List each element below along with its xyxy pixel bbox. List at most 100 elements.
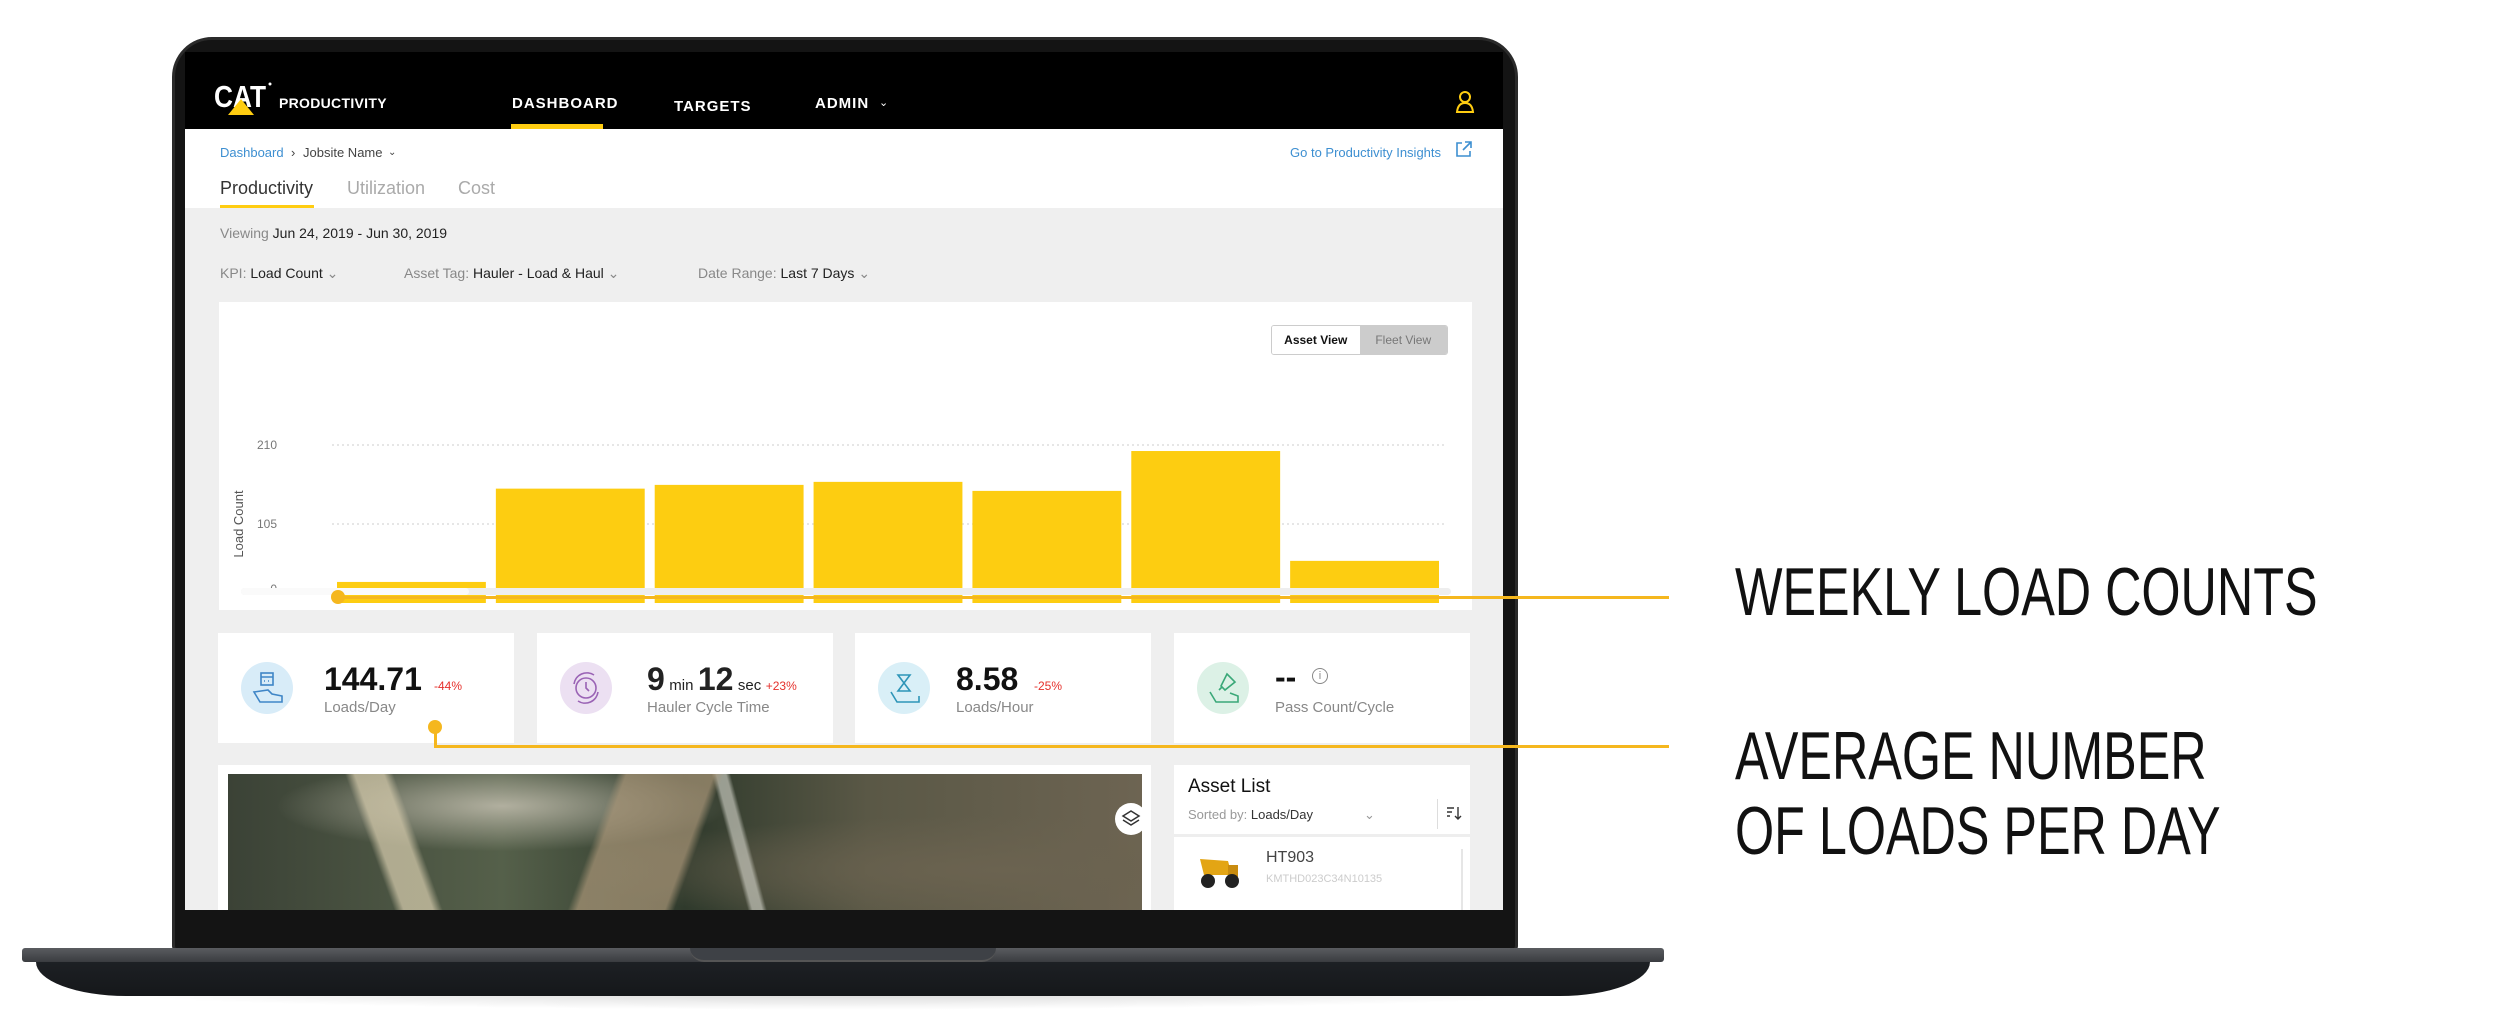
page-header <box>185 129 1503 208</box>
map-card <box>218 765 1151 910</box>
date-range-filter[interactable]: Date Range: Last 7 Days ⌄ <box>698 265 870 282</box>
kpi-value: 9 min 12 sec +23% <box>647 661 797 698</box>
divider <box>1174 834 1470 837</box>
asset-serial: KMTHD023C34N10135 <box>1266 873 1383 885</box>
active-tab-indicator <box>220 205 314 208</box>
asset-tag-filter[interactable]: Asset Tag: Hauler - Load & Haul ⌄ <box>404 265 619 282</box>
kpi-value: 8.58 <box>956 661 1019 697</box>
seconds-unit: sec <box>737 677 762 694</box>
pass-count-icon <box>1197 662 1249 714</box>
kpi-value: -- <box>1275 659 1297 695</box>
filter-label: Date Range: <box>698 265 777 281</box>
nav-targets[interactable]: TARGETS <box>674 98 752 115</box>
loads-hour-icon <box>878 662 930 714</box>
kpi-card-pass-count[interactable]: -- i Pass Count/Cycle <box>1174 633 1470 743</box>
divider <box>1437 799 1438 829</box>
info-icon[interactable]: i <box>1312 668 1328 684</box>
app-screen: CAT PRODUCTIVITY DASHBOARD TARGETS ADMIN… <box>185 52 1503 910</box>
kpi-label: Hauler Cycle Time <box>647 699 770 716</box>
haul-truck-icon <box>1198 853 1242 896</box>
asset-view-button[interactable]: Asset View <box>1272 326 1360 354</box>
user-icon[interactable] <box>1455 90 1475 119</box>
bar <box>654 484 804 603</box>
laptop-base <box>22 948 1664 998</box>
callout-line-average <box>434 726 437 747</box>
minutes-value: 9 <box>647 661 665 697</box>
kpi-card-loads-day[interactable]: 144.71 -44% Loads/Day <box>218 633 514 743</box>
list-scrollbar[interactable] <box>1461 849 1463 910</box>
callout-dot <box>331 590 345 604</box>
chevron-down-icon: ⌄ <box>326 265 339 281</box>
filter-value: Hauler - Load & Haul <box>473 265 604 281</box>
asset-list-item[interactable]: HT903 KMTHD023C34N10135 <box>1174 837 1470 910</box>
kpi-card-loads-hour[interactable]: 8.58 -25% Loads/Hour <box>855 633 1151 743</box>
kpi-label: Pass Count/Cycle <box>1275 699 1395 716</box>
layers-icon <box>1121 810 1141 826</box>
chart-card: Asset View Fleet View 0105210June 24, 20… <box>219 302 1472 610</box>
breadcrumb-separator: › <box>291 145 296 160</box>
bar <box>495 488 645 603</box>
annotation-loads-per-day: OF LOADS PER DAY <box>1735 793 2221 869</box>
bar <box>813 481 963 603</box>
chevron-down-icon: ⌄ <box>1364 807 1375 822</box>
kpi-filter[interactable]: KPI: Load Count ⌄ <box>220 265 338 282</box>
sort-order-icon[interactable] <box>1446 805 1462 826</box>
active-nav-indicator <box>511 124 603 129</box>
callout-line-weekly <box>337 596 1669 599</box>
view-toggle: Asset View Fleet View <box>1271 325 1448 355</box>
asset-list-panel: Asset List Sorted by: Loads/Day ⌄ HT903 K… <box>1174 765 1470 910</box>
top-navbar: CAT PRODUCTIVITY DASHBOARD TARGETS ADMIN… <box>185 52 1503 129</box>
sort-value: Loads/Day <box>1250 807 1314 822</box>
nav-admin[interactable]: ADMIN <box>815 95 870 112</box>
fleet-view-button[interactable]: Fleet View <box>1359 326 1447 354</box>
tab-cost[interactable]: Cost <box>458 178 496 198</box>
kpi-delta: -44% <box>434 679 463 693</box>
app-name: PRODUCTIVITY <box>279 95 387 111</box>
breadcrumb-dashboard[interactable]: Dashboard <box>220 145 284 160</box>
kpi-card-cycle-time[interactable]: 9 min 12 sec +23% Hauler Cycle Time <box>537 633 833 743</box>
chevron-down-icon: ⌄ <box>879 97 889 109</box>
minutes-unit: min <box>669 677 694 694</box>
kpi-label: Loads/Hour <box>956 699 1034 716</box>
filter-value: Load Count <box>250 265 323 281</box>
chevron-down-icon: ⌄ <box>858 265 871 281</box>
callout-line-average <box>434 745 1669 748</box>
callout-dot <box>428 720 442 734</box>
annotation-average-number: AVERAGE NUMBER <box>1735 718 2207 794</box>
bar <box>1131 451 1281 603</box>
tab-productivity[interactable]: Productivity <box>220 178 314 198</box>
filter-label: Asset Tag: <box>404 265 470 281</box>
layers-button[interactable] <box>1115 803 1147 835</box>
viewing-label: Viewing <box>220 225 269 241</box>
kpi-value: 144.71 <box>324 661 422 697</box>
satellite-map[interactable] <box>228 774 1142 910</box>
chart-scrollbar[interactable] <box>241 588 1451 595</box>
productivity-insights-link[interactable]: Go to Productivity Insights <box>1290 145 1442 160</box>
kpi-label: Loads/Day <box>324 699 396 716</box>
kpi-delta: +23% <box>765 679 797 693</box>
sort-label: Sorted by: <box>1188 807 1248 822</box>
chevron-down-icon: ⌄ <box>388 147 397 158</box>
bar <box>1290 560 1439 603</box>
y-tick-label: 105 <box>257 517 277 531</box>
asset-name: HT903 <box>1266 849 1315 866</box>
breadcrumb-jobsite[interactable]: Jobsite Name <box>303 145 383 160</box>
y-axis-label: Load Count <box>231 490 246 558</box>
load-count-chart: 0105210June 24, 2019June 25, 2019June 26… <box>231 438 1444 603</box>
tab-utilization[interactable]: Utilization <box>347 178 426 198</box>
loads-day-icon <box>241 662 293 714</box>
scrollbar-thumb[interactable] <box>241 588 469 595</box>
filter-label: KPI: <box>220 265 247 281</box>
cycle-time-icon <box>560 662 612 714</box>
viewing-range: Jun 24, 2019 - Jun 30, 2019 <box>272 225 448 241</box>
kpi-delta: -25% <box>1034 679 1063 693</box>
annotation-weekly-load-counts: WEEKLY LOAD COUNTS <box>1735 554 2318 630</box>
nav-dashboard[interactable]: DASHBOARD <box>512 95 619 112</box>
external-link-icon[interactable] <box>1455 140 1473 163</box>
chevron-down-icon: ⌄ <box>607 265 620 281</box>
sort-dropdown[interactable]: Sorted by: Loads/Day ⌄ <box>1188 807 1388 822</box>
seconds-value: 12 <box>697 661 734 697</box>
cat-logo: CAT <box>214 79 274 122</box>
y-tick-label: 210 <box>257 438 277 452</box>
asset-list-title: Asset List <box>1188 776 1271 797</box>
